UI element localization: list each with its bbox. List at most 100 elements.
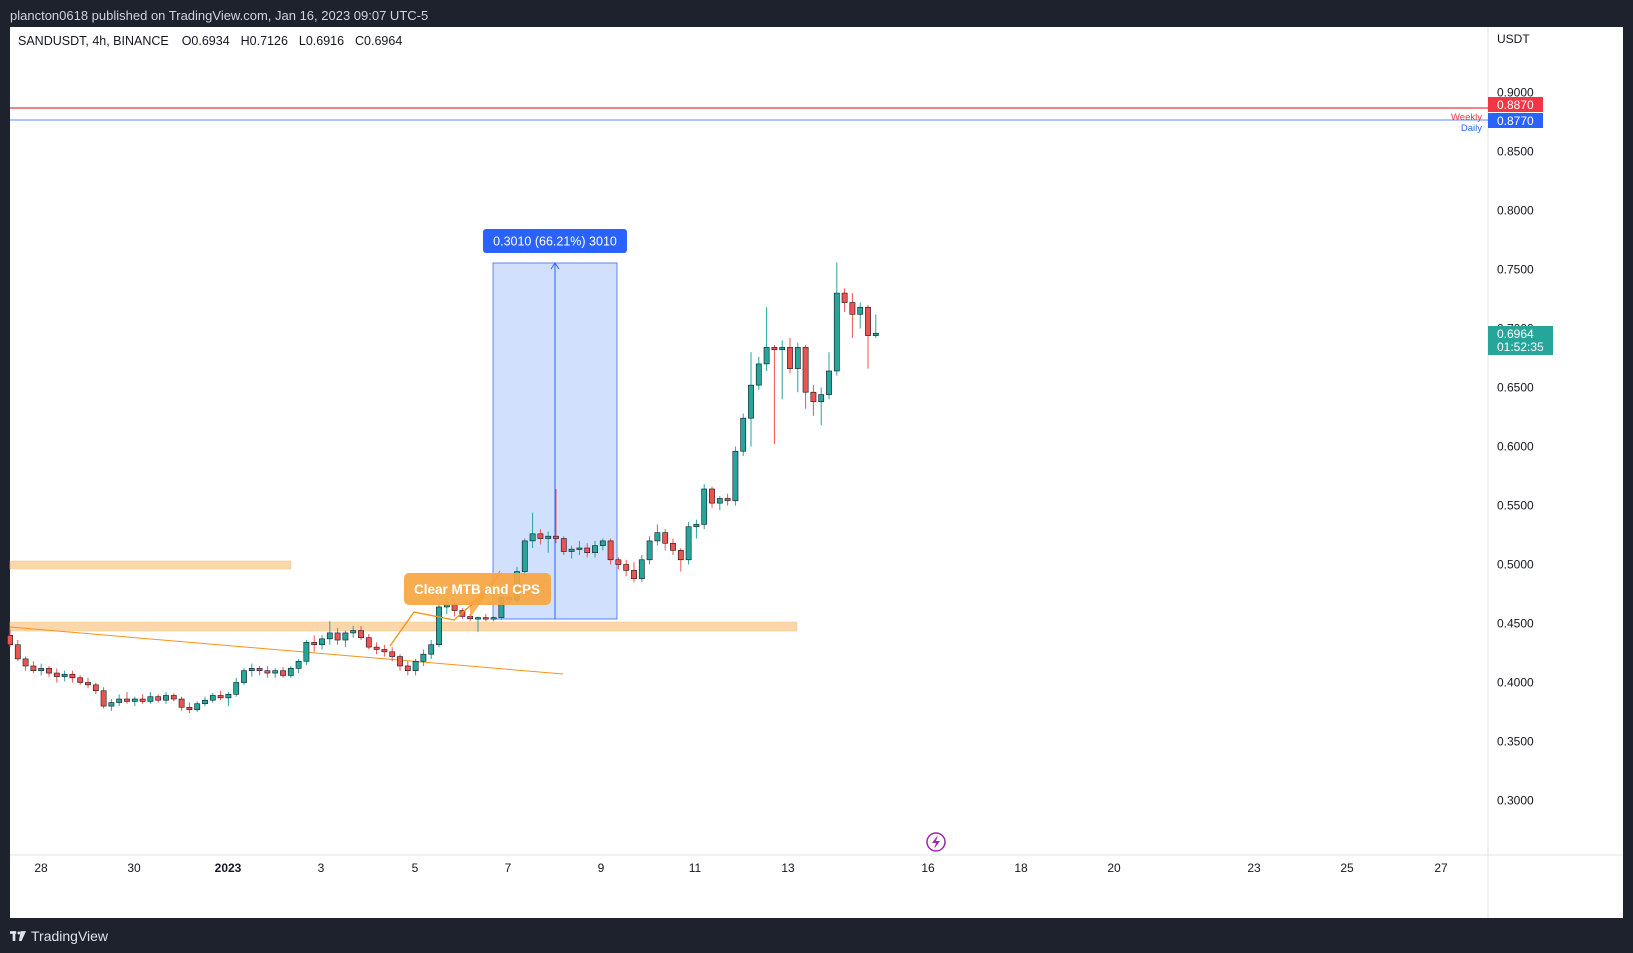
candle-up[interactable] bbox=[202, 699, 208, 705]
candle-up[interactable] bbox=[116, 698, 123, 703]
candle-down[interactable] bbox=[404, 665, 411, 671]
candle-down[interactable] bbox=[264, 670, 271, 674]
candle-up[interactable] bbox=[693, 524, 700, 528]
candle-down[interactable] bbox=[46, 668, 52, 674]
candle-up[interactable] bbox=[475, 617, 481, 620]
tradingview-logo[interactable]: TradingView bbox=[10, 928, 108, 944]
candle-down[interactable] bbox=[22, 658, 29, 667]
candle-up[interactable] bbox=[194, 703, 201, 710]
candle-down[interactable] bbox=[389, 651, 396, 657]
candle-up[interactable] bbox=[319, 638, 325, 646]
candle-up[interactable] bbox=[545, 535, 552, 539]
candle-up[interactable] bbox=[350, 630, 357, 634]
candle-down[interactable] bbox=[77, 677, 84, 683]
candle-down[interactable] bbox=[7, 634, 13, 646]
candle-up[interactable] bbox=[38, 668, 45, 672]
candle-down[interactable] bbox=[623, 564, 630, 571]
candle-up[interactable] bbox=[303, 642, 310, 662]
candle-up[interactable] bbox=[147, 696, 154, 702]
trend-line[interactable] bbox=[9, 626, 564, 675]
candle-down[interactable] bbox=[802, 347, 809, 393]
candle-up[interactable] bbox=[818, 394, 825, 402]
candle-up[interactable] bbox=[826, 370, 832, 395]
candle-up[interactable] bbox=[732, 450, 739, 502]
candle-down[interactable] bbox=[92, 684, 99, 692]
candle-down[interactable] bbox=[365, 637, 372, 648]
candle-down[interactable] bbox=[124, 698, 130, 702]
candle-up[interactable] bbox=[287, 668, 294, 676]
candle-down[interactable] bbox=[178, 698, 185, 708]
candle-up[interactable] bbox=[740, 417, 747, 452]
candle-up[interactable] bbox=[568, 548, 575, 552]
candle-down[interactable] bbox=[724, 498, 731, 502]
candle-up[interactable] bbox=[521, 540, 528, 572]
candle-down[interactable] bbox=[397, 656, 403, 667]
candle-up[interactable] bbox=[108, 702, 115, 707]
candle-up[interactable] bbox=[576, 547, 583, 550]
candle-up[interactable] bbox=[685, 526, 692, 561]
candle-down[interactable] bbox=[451, 604, 458, 611]
candle-down[interactable] bbox=[85, 682, 91, 686]
candle-down[interactable] bbox=[69, 673, 76, 679]
candle-up[interactable] bbox=[342, 632, 349, 641]
measure-label-bg[interactable] bbox=[483, 229, 627, 253]
candle-up[interactable] bbox=[225, 693, 232, 699]
candle-down[interactable] bbox=[170, 695, 177, 700]
candle-down[interactable] bbox=[849, 302, 856, 315]
candle-down[interactable] bbox=[217, 695, 224, 699]
candle-up[interactable] bbox=[131, 698, 138, 702]
candle-up[interactable] bbox=[592, 545, 598, 553]
candle-up[interactable] bbox=[241, 670, 247, 683]
candle-up[interactable] bbox=[233, 682, 240, 695]
time-axis[interactable]: 28 30 2023 3 5 7 9 11 13 16 18 20 23 25 27 bbox=[34, 861, 1448, 875]
candle-down[interactable] bbox=[256, 668, 263, 672]
candle-down[interactable] bbox=[373, 646, 380, 650]
candle-down[interactable] bbox=[771, 347, 778, 351]
symbol-legend[interactable]: SANDUSDT, 4h, BINANCE O0.6934 H0.7126 L0… bbox=[18, 34, 402, 48]
candle-down[interactable] bbox=[280, 670, 286, 676]
candle-up[interactable] bbox=[638, 559, 645, 579]
zone-upper[interactable] bbox=[9, 560, 292, 570]
candle-up[interactable] bbox=[646, 540, 653, 561]
candle-up[interactable] bbox=[599, 540, 606, 546]
candle-down[interactable] bbox=[30, 665, 37, 671]
candle-down[interactable] bbox=[670, 542, 676, 551]
candle-down[interactable] bbox=[381, 649, 388, 653]
candle-up[interactable] bbox=[779, 347, 786, 351]
candle-up[interactable] bbox=[716, 498, 723, 504]
candle-down[interactable] bbox=[865, 306, 871, 336]
candle-down[interactable] bbox=[155, 696, 162, 701]
candle-up[interactable] bbox=[163, 695, 169, 701]
chart-frame[interactable] bbox=[10, 27, 1623, 918]
candle-down[interactable] bbox=[841, 292, 848, 303]
candle-up[interactable] bbox=[701, 488, 708, 525]
candle-up[interactable] bbox=[529, 533, 536, 542]
candle-down[interactable] bbox=[482, 617, 489, 620]
candle-down[interactable] bbox=[584, 547, 591, 553]
candle-down[interactable] bbox=[615, 559, 622, 565]
candle-up[interactable] bbox=[833, 292, 840, 372]
candle-down[interactable] bbox=[631, 570, 637, 579]
candle-down[interactable] bbox=[53, 672, 60, 677]
candle-down[interactable] bbox=[607, 540, 614, 561]
candle-down[interactable] bbox=[358, 630, 364, 638]
candle-down[interactable] bbox=[662, 532, 669, 544]
candle-down[interactable] bbox=[334, 632, 341, 641]
candle-up[interactable] bbox=[209, 695, 216, 701]
candle-up[interactable] bbox=[654, 532, 661, 542]
candle-down[interactable] bbox=[787, 347, 793, 369]
candle-up[interactable] bbox=[428, 644, 435, 655]
candle-up[interactable] bbox=[248, 668, 255, 672]
candle-up[interactable] bbox=[436, 606, 442, 646]
callout-box[interactable] bbox=[404, 573, 551, 605]
candle-up[interactable] bbox=[412, 660, 419, 672]
candle-down[interactable] bbox=[311, 642, 318, 646]
candle-down[interactable] bbox=[186, 706, 193, 710]
candle-down[interactable] bbox=[553, 535, 559, 539]
candle-up[interactable] bbox=[794, 347, 801, 369]
candle-up[interactable] bbox=[857, 306, 864, 315]
candle-down[interactable] bbox=[677, 550, 684, 561]
candle-up[interactable] bbox=[295, 660, 302, 669]
candle-up[interactable] bbox=[272, 670, 279, 674]
